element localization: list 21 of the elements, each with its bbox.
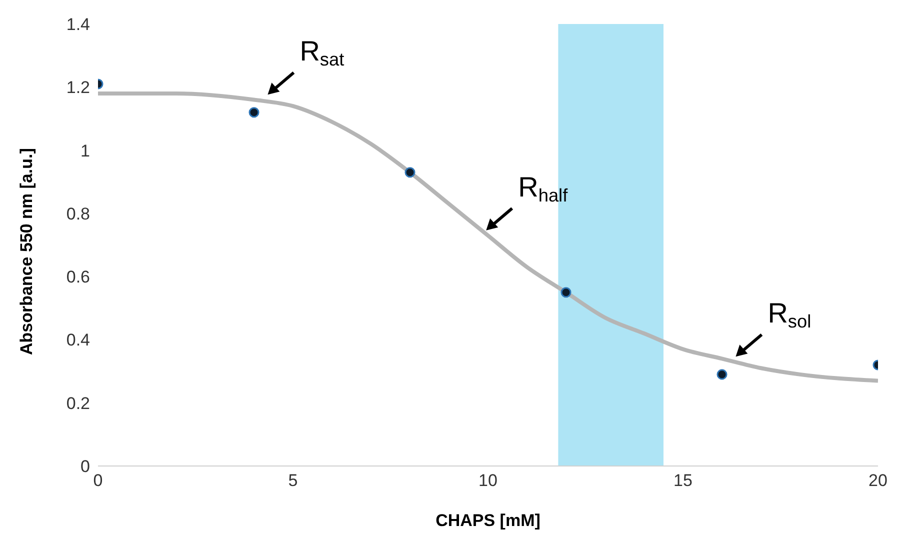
y-tick-label: 0 — [80, 457, 90, 476]
annotation: R$_{half}$ — [518, 171, 569, 205]
point — [404, 167, 416, 178]
annotation: R$_{sat}$ — [300, 36, 344, 70]
line-series — [98, 91, 878, 383]
y-tick-label: 0.4 — [66, 330, 90, 350]
x-tick-label: 15 — [674, 471, 692, 490]
y-tick-label: 0.6 — [66, 268, 90, 287]
x-tick-label: 10 — [478, 471, 498, 490]
x-tick-label: 0 — [93, 471, 103, 490]
annotation: R$_{sol}$ — [768, 298, 812, 332]
point — [560, 287, 572, 298]
x-tick-label: 5 — [288, 471, 298, 490]
y-tick-label: 1.4 — [66, 15, 90, 34]
y-tick-label: 0.2 — [66, 394, 90, 413]
y-axis-title: Absorbance 550 nm [a.u.] — [17, 148, 36, 355]
x-tick-label: 20 — [868, 471, 888, 490]
x-axis-title: CHAPS [mM] — [436, 511, 540, 530]
y-tick-label: 0.8 — [66, 204, 90, 224]
y-tick-label: 1 — [80, 141, 90, 160]
y-tick-label: 1.2 — [66, 78, 90, 98]
